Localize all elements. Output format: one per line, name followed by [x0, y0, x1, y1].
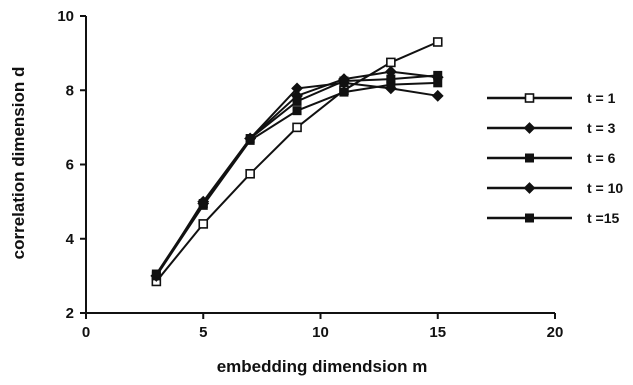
legend-label: t = 1: [587, 90, 616, 106]
data-point: [433, 70, 443, 80]
axes: 0 5 10 15 20 2 4 6 8 10: [57, 8, 563, 341]
legend-entry: t = 10: [487, 180, 623, 196]
data-point: [292, 96, 302, 106]
legend-marker: [524, 93, 535, 103]
x-tick-label: 0: [82, 324, 90, 341]
legend-label: t = 3: [587, 120, 616, 136]
legend-entry: t = 1: [487, 90, 616, 106]
series-1: [151, 37, 443, 287]
legend-marker: [523, 182, 536, 194]
y-tick-label: 8: [66, 82, 74, 99]
data-point: [431, 89, 444, 102]
legend-entry: t = 3: [487, 120, 616, 136]
legend-marker: [523, 122, 536, 134]
data-point: [245, 168, 255, 179]
x-tick-label: 10: [312, 324, 329, 341]
data-point: [292, 106, 302, 116]
x-axis-title: embedding dimendsion m: [217, 357, 428, 376]
data-point: [198, 219, 209, 229]
data-point: [432, 37, 443, 47]
data-point: [386, 74, 396, 84]
y-axis-title: correlation dimension d: [9, 67, 28, 260]
data-point: [292, 122, 302, 133]
data-point: [151, 269, 161, 279]
legend-label: t = 6: [587, 150, 616, 166]
series-3: [151, 78, 443, 281]
y-tick-label: 2: [66, 305, 74, 322]
x-tick-label: 5: [199, 324, 207, 341]
data-point: [245, 134, 255, 144]
y-tick-label: 10: [57, 8, 74, 25]
y-tick-label: 6: [66, 157, 74, 174]
legend: t = 1 t = 3 t = 6 t = 10 t =15: [487, 90, 623, 226]
y-tick-label: 4: [66, 231, 75, 248]
data-point: [339, 76, 349, 86]
x-tick-label: 20: [547, 324, 564, 341]
data-point: [386, 57, 396, 68]
legend-label: t =15: [587, 210, 620, 226]
legend-entry: t = 6: [487, 150, 616, 166]
legend-label: t = 10: [587, 180, 623, 196]
series-5: [151, 70, 443, 279]
legend-marker: [525, 153, 534, 163]
series-layer: [150, 37, 444, 287]
legend-entry: t =15: [487, 210, 620, 226]
x-tick-label: 15: [429, 324, 446, 341]
data-point: [198, 198, 208, 208]
legend-marker: [525, 213, 534, 223]
data-point: [339, 87, 349, 97]
